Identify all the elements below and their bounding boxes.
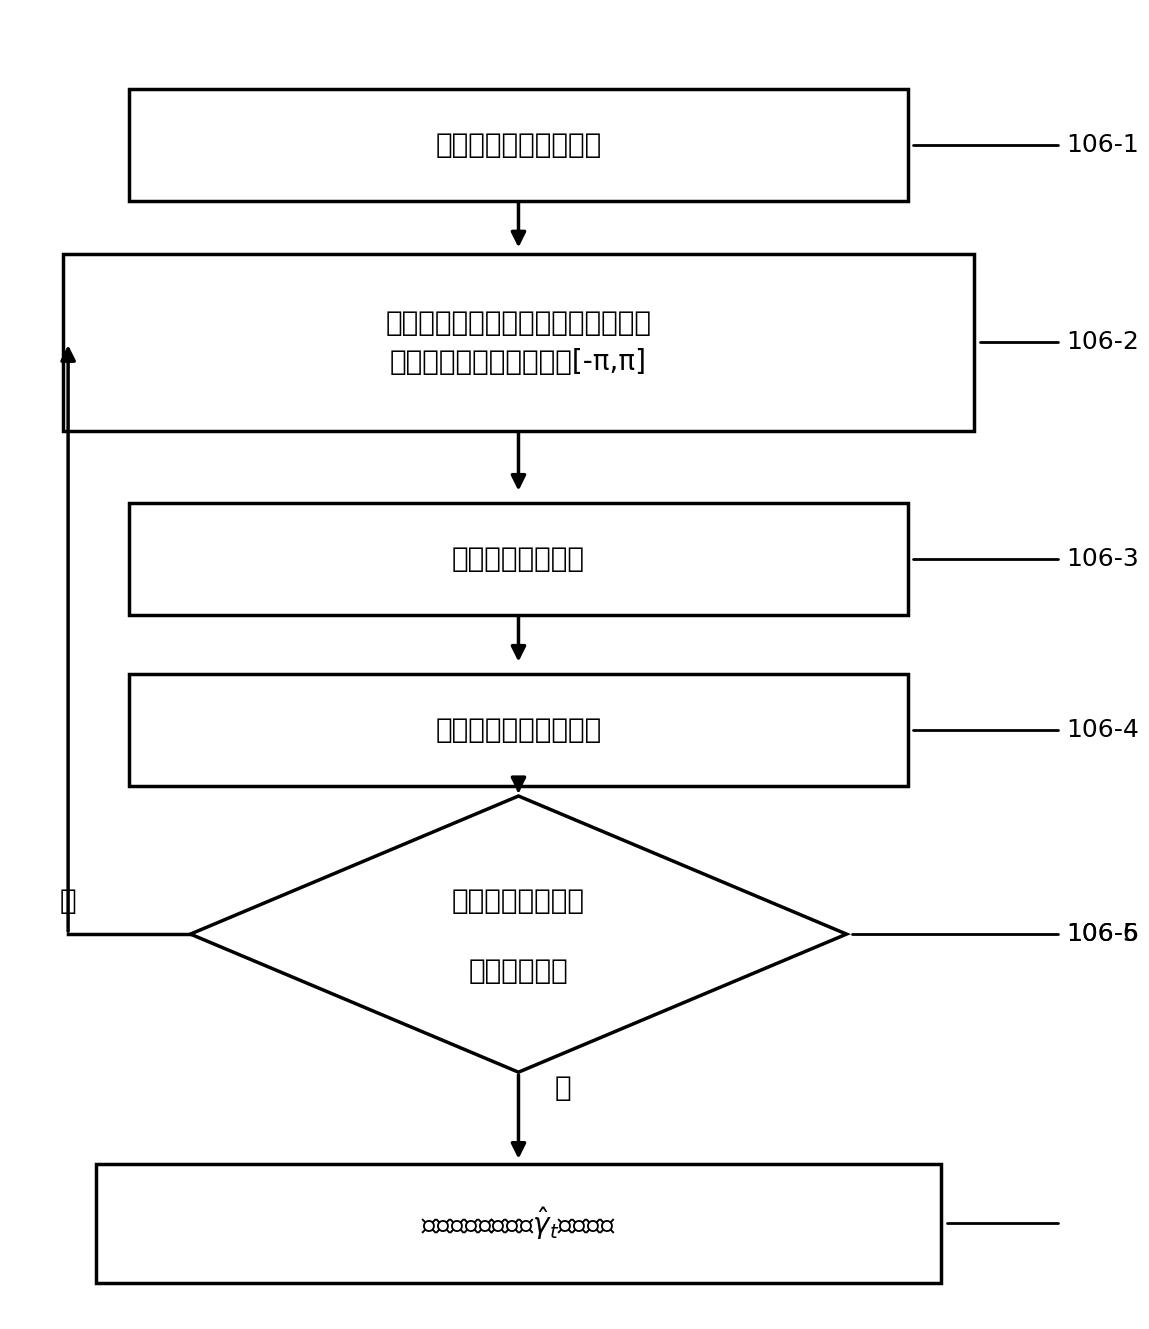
- Text: 106-1: 106-1: [1066, 133, 1139, 157]
- Bar: [130, 504, 908, 615]
- Text: 计算声源入射方向$\hat{\gamma}_t$的方位角: 计算声源入射方向$\hat{\gamma}_t$的方位角: [421, 1205, 616, 1241]
- Bar: [130, 674, 908, 787]
- Text: 判断新的声源入射: 判断新的声源入射: [452, 888, 585, 916]
- Bar: [62, 254, 974, 431]
- Polygon shape: [191, 796, 847, 1073]
- Text: 106-5: 106-5: [1066, 922, 1139, 946]
- Text: 计算新的声源入射方向: 计算新的声源入射方向: [435, 716, 602, 744]
- Bar: [95, 1164, 941, 1282]
- Text: 求取新的权重系数: 求取新的权重系数: [452, 545, 585, 573]
- Text: 106-6: 106-6: [1066, 922, 1139, 946]
- Text: 从每个相位差集合中选取一个相位差
值、限制相位差的误差到[-π,π]: 从每个相位差集合中选取一个相位差 值、限制相位差的误差到[-π,π]: [385, 308, 651, 376]
- Text: 方向是否收敛: 方向是否收敛: [469, 957, 569, 985]
- Bar: [130, 89, 908, 201]
- Text: 选取初始声源入射方向: 选取初始声源入射方向: [435, 132, 602, 159]
- Text: 否: 否: [60, 888, 77, 916]
- Text: 106-4: 106-4: [1066, 718, 1139, 743]
- Text: 106-3: 106-3: [1066, 548, 1139, 571]
- Text: 是: 是: [555, 1074, 571, 1102]
- Text: 106-2: 106-2: [1066, 331, 1139, 355]
